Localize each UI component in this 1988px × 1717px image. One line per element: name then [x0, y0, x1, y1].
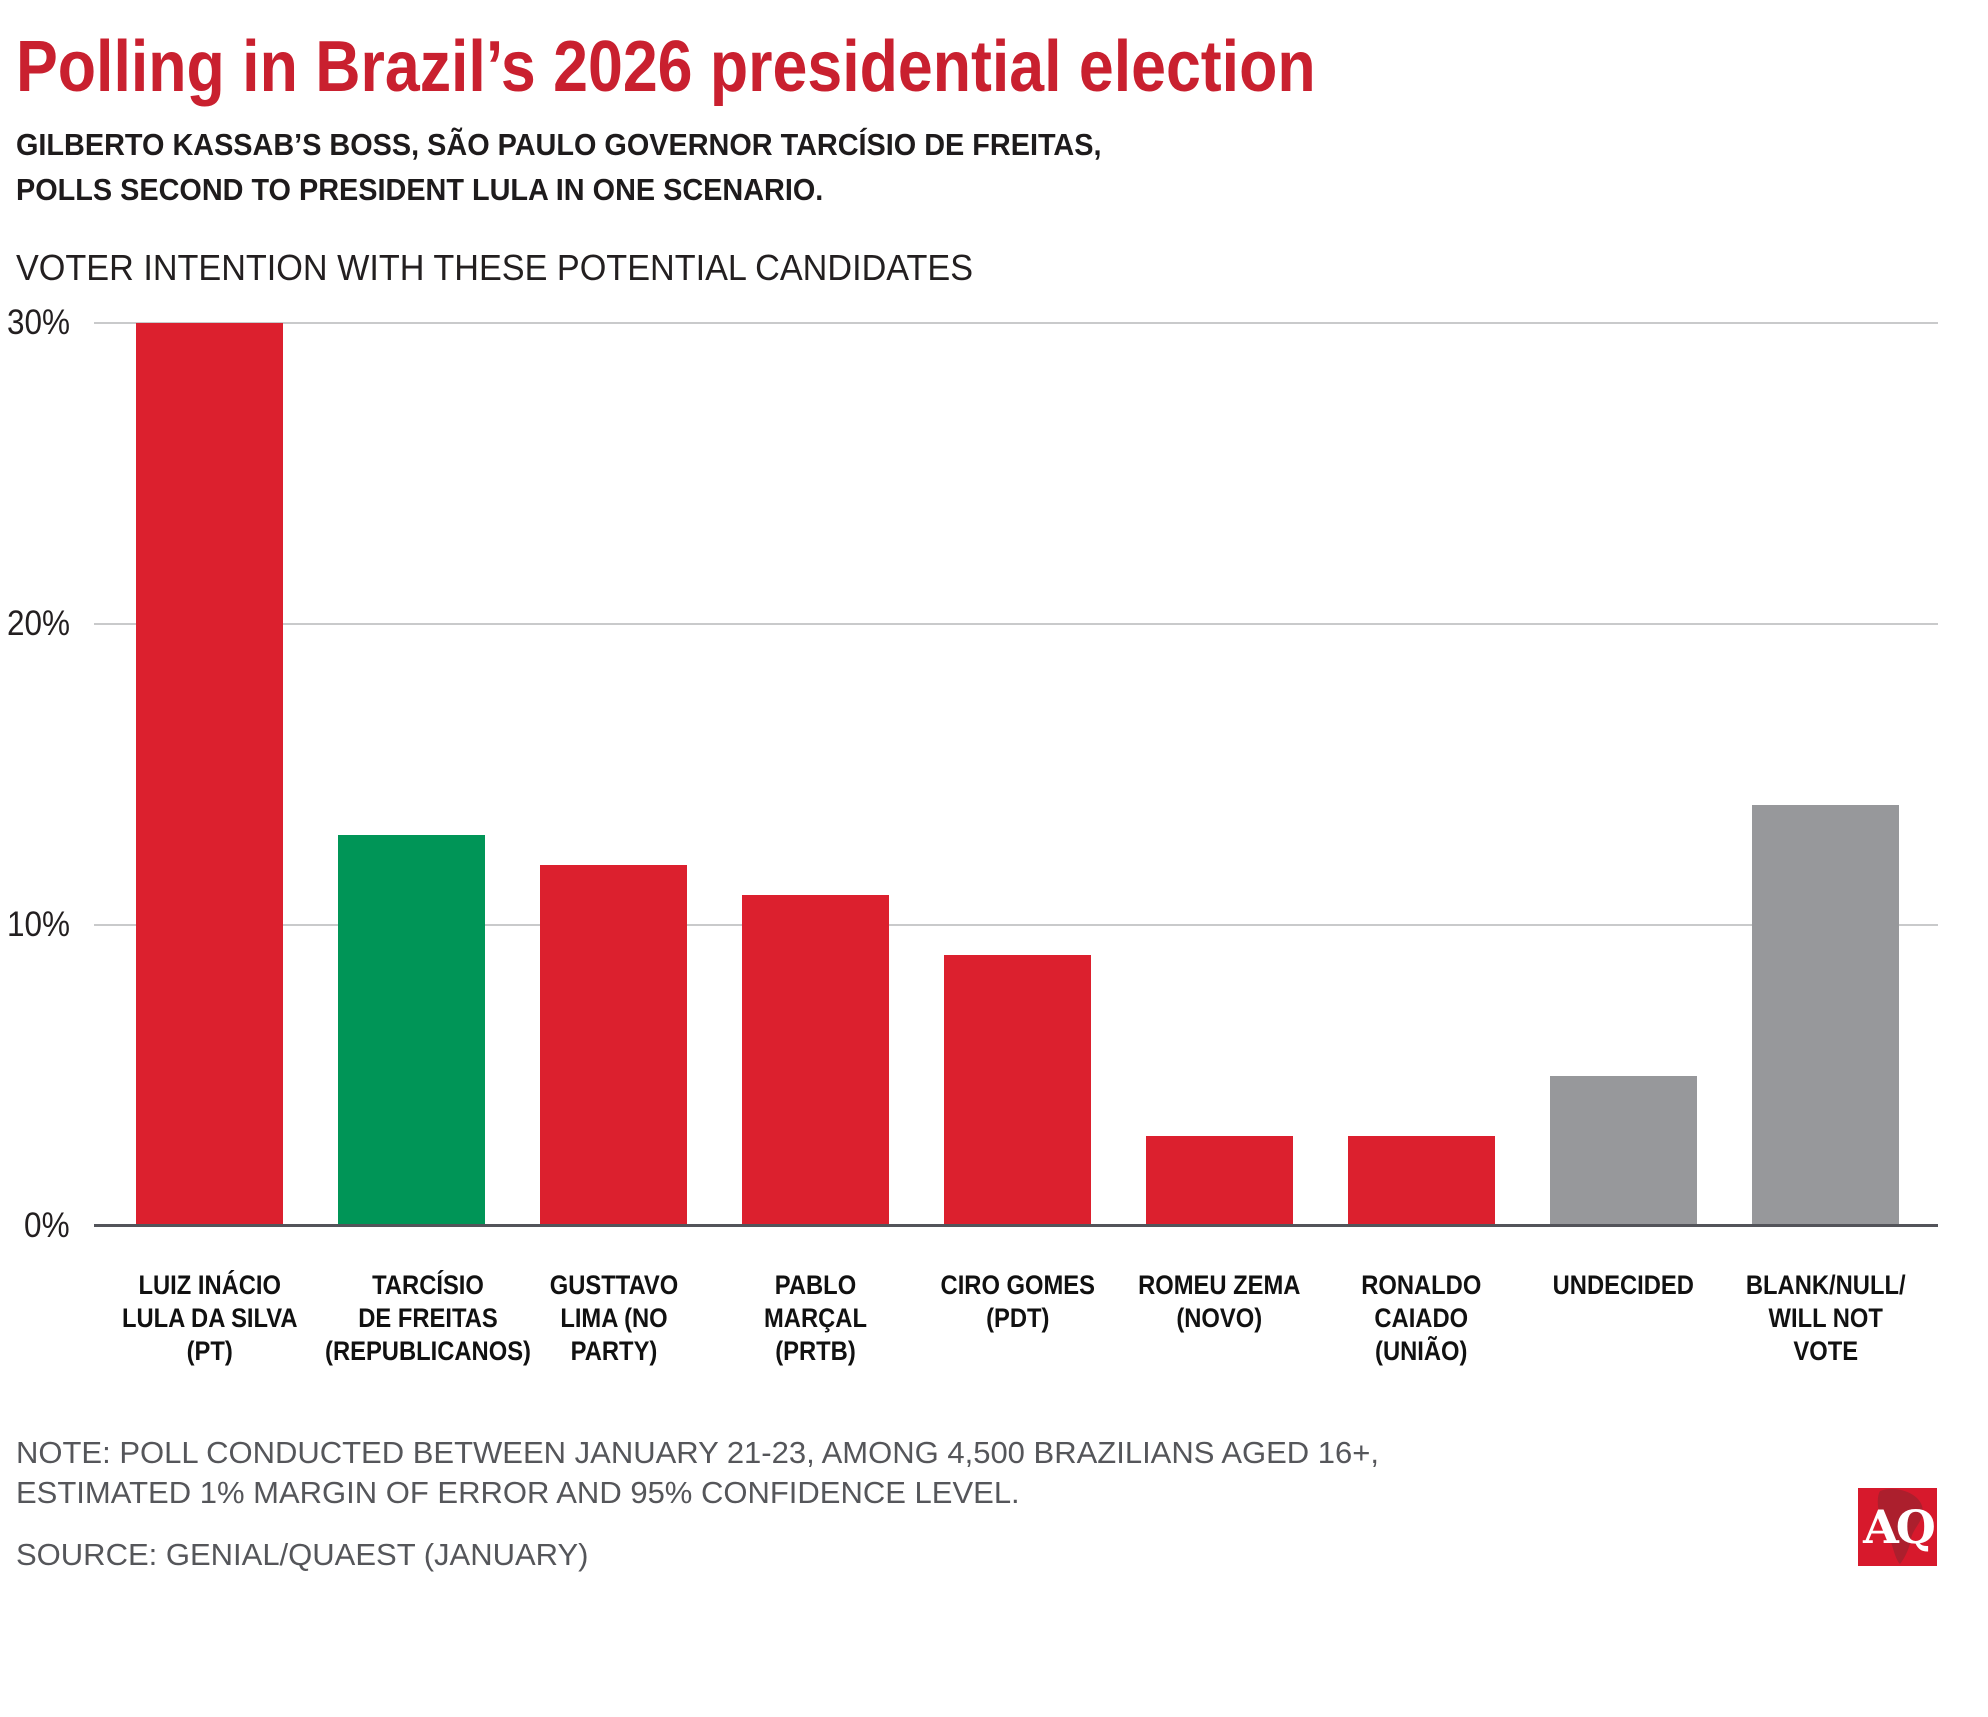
y-axis-tick-label-30pct: 30%	[7, 303, 71, 342]
page-title: Polling in Brazil’s 2026 presidential el…	[16, 27, 1316, 107]
x-axis-baseline	[94, 1224, 1938, 1227]
note-text: NOTE: POLL CONDUCTED BETWEEN JANUARY 21-…	[16, 1435, 1379, 1510]
y-axis-tick-label-0pct: 0%	[24, 1206, 70, 1245]
category-label-ciro-gomes: CIRO GOMES (PDT)	[940, 1270, 1095, 1333]
bar-ciro-gomes	[944, 955, 1091, 1226]
category-label-ronaldo-caiado: RONALDO CAIADO (UNIÃO)	[1361, 1270, 1482, 1366]
aq-logo: AQ	[1858, 1488, 1937, 1566]
gridline-20pct	[94, 623, 1938, 625]
y-axis-tick-label-10pct: 10%	[7, 905, 71, 944]
category-label-gusttavo-lima: GUSTTAVO LIMA (NO PARTY)	[549, 1270, 678, 1366]
bar-gusttavo-lima	[540, 864, 687, 1226]
category-label-lula: LUIZ INÁCIO LULA DA SILVA (PT)	[121, 1270, 298, 1366]
bar-undecided	[1550, 1075, 1697, 1226]
gridline-10pct	[94, 924, 1938, 926]
bar-lula	[136, 323, 283, 1226]
bar-ronaldo-caiado	[1348, 1135, 1495, 1226]
category-label-romeu-zema: ROMEU ZEMA (NOVO)	[1138, 1270, 1301, 1333]
source-text: SOURCE: GENIAL/QUAEST (JANUARY)	[16, 1537, 589, 1572]
bar-blank-null-will-not-vote	[1752, 804, 1899, 1226]
y-axis-tick-label-20pct: 20%	[7, 604, 71, 643]
category-label-blank-null-will-not-vote: BLANK/NULL/ WILL NOT VOTE	[1745, 1270, 1906, 1366]
category-label-pablo-marcal: PABLO MARÇAL (PRTB)	[764, 1270, 867, 1366]
category-label-undecided: UNDECIDED	[1552, 1270, 1695, 1300]
category-label-tarcisio-de-freitas: TARCÍSIO DE FREITAS (REPUBLICANOS)	[324, 1270, 531, 1366]
south-america-map-icon	[1877, 1488, 1923, 1564]
chart-title: VOTER INTENTION WITH THESE POTENTIAL CAN…	[16, 247, 974, 288]
aq-logo-letters: AQ	[1862, 1500, 1935, 1554]
bar-tarcisio-de-freitas	[338, 834, 485, 1226]
gridline-30pct	[94, 322, 1938, 324]
bar-romeu-zema	[1146, 1135, 1293, 1226]
bar-pablo-marcal	[742, 894, 889, 1226]
page-subtitle: GILBERTO KASSAB’S BOSS, SÃO PAULO GOVERN…	[16, 127, 1102, 207]
